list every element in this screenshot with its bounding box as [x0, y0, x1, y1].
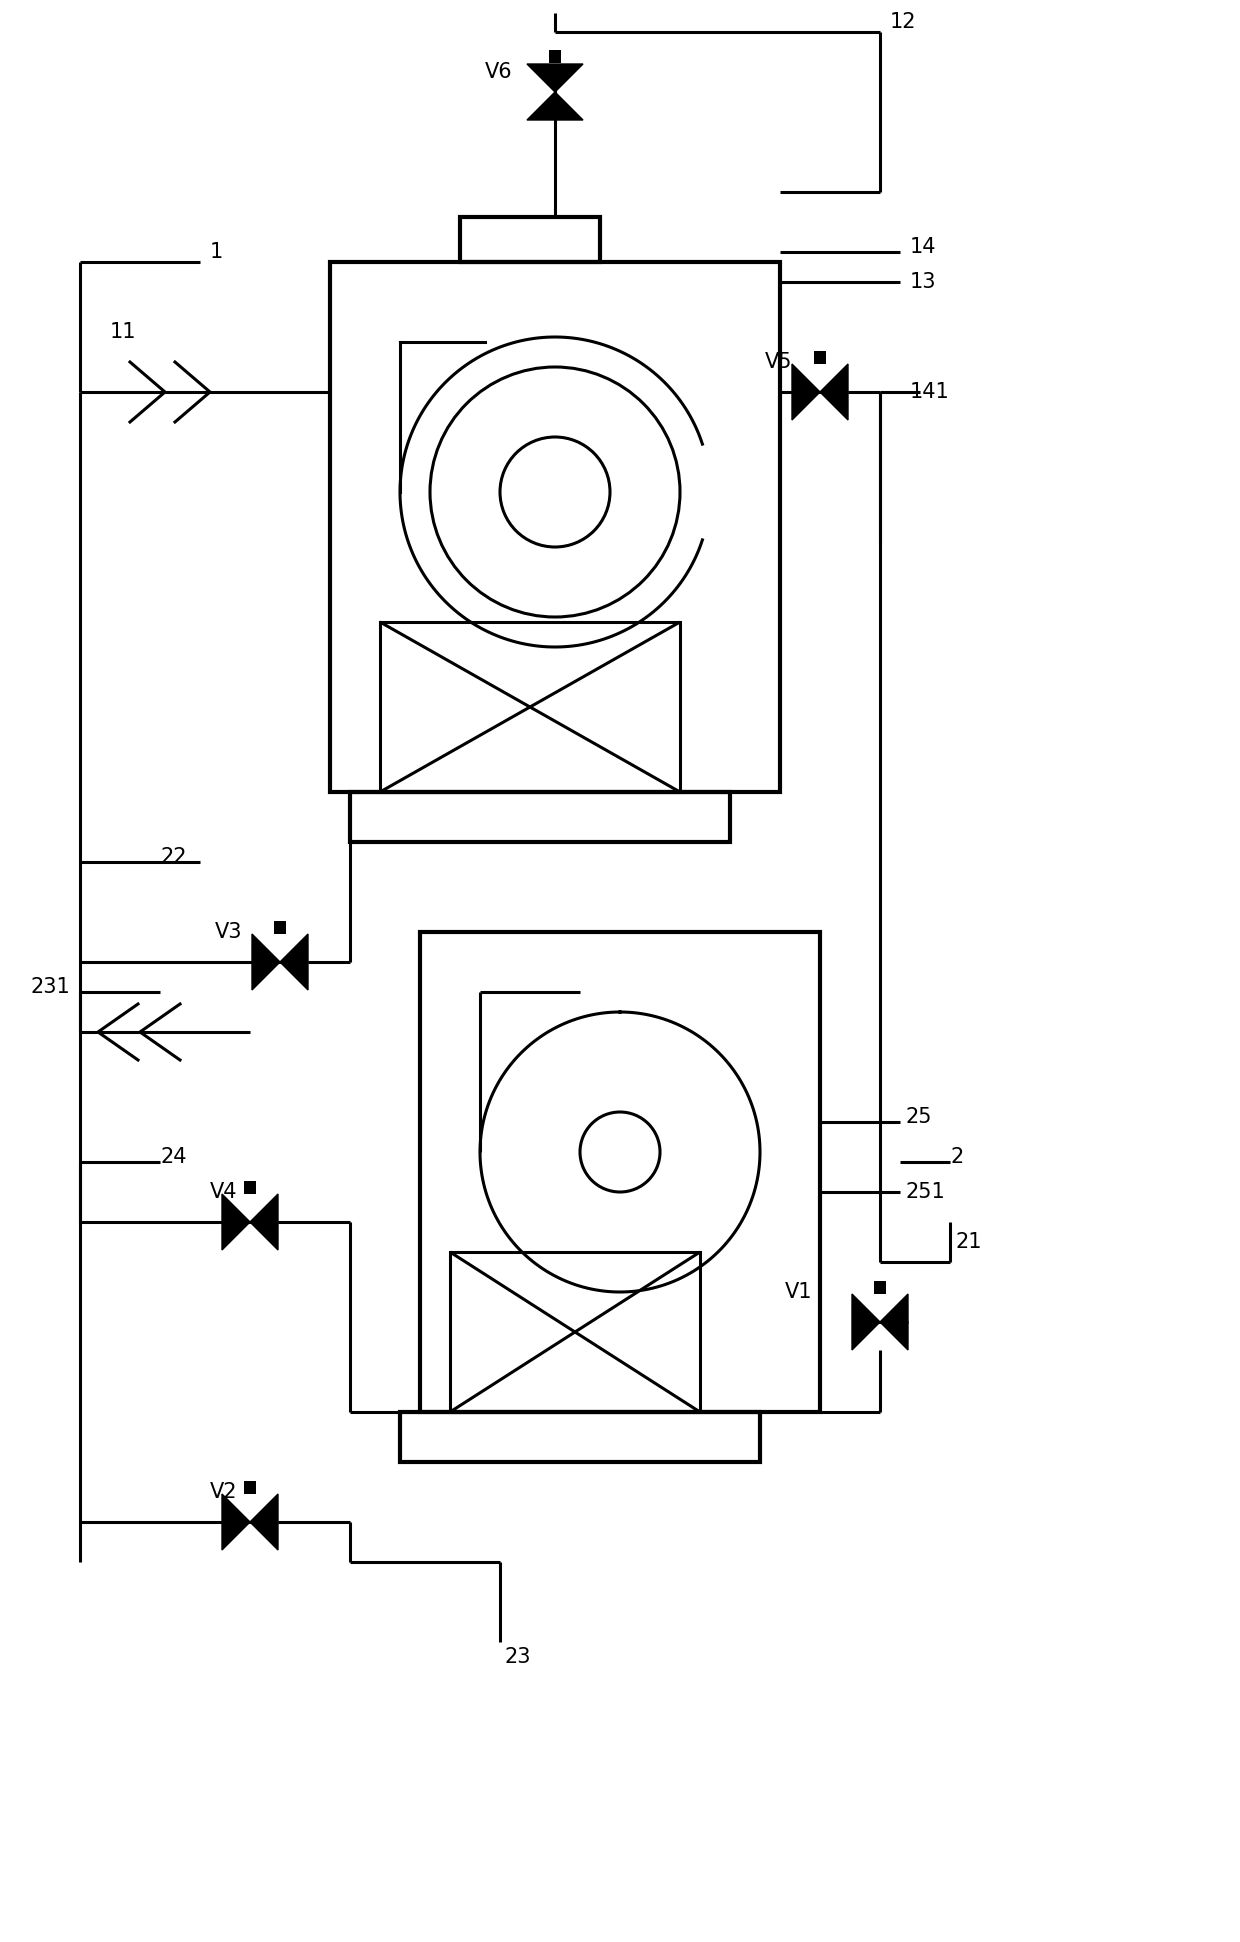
- Bar: [549, 50, 562, 62]
- Text: 11: 11: [110, 322, 136, 342]
- Text: 141: 141: [910, 383, 950, 402]
- Bar: [330, 262, 780, 792]
- Text: 231: 231: [30, 977, 69, 996]
- Text: V4: V4: [210, 1183, 238, 1202]
- Polygon shape: [222, 1493, 250, 1550]
- Bar: [274, 921, 286, 934]
- Polygon shape: [250, 1493, 278, 1550]
- Text: 12: 12: [890, 12, 916, 31]
- Polygon shape: [792, 363, 820, 419]
- Text: V2: V2: [210, 1482, 238, 1501]
- Polygon shape: [222, 1194, 250, 1251]
- Text: 1: 1: [210, 243, 223, 262]
- Polygon shape: [527, 91, 583, 120]
- Text: 21: 21: [955, 1231, 982, 1253]
- Polygon shape: [527, 64, 583, 91]
- Bar: [244, 1482, 257, 1493]
- Text: V3: V3: [215, 922, 243, 942]
- Polygon shape: [252, 934, 280, 990]
- Text: 22: 22: [160, 847, 186, 866]
- Text: V5: V5: [765, 352, 792, 373]
- Text: V6: V6: [485, 62, 512, 82]
- Bar: [874, 1282, 887, 1293]
- Polygon shape: [820, 363, 848, 419]
- Text: 25: 25: [905, 1107, 931, 1126]
- Text: 23: 23: [505, 1647, 532, 1666]
- Bar: [244, 1181, 257, 1194]
- Bar: [420, 932, 820, 1412]
- Bar: [379, 621, 680, 792]
- Bar: [350, 792, 730, 843]
- Polygon shape: [852, 1293, 880, 1350]
- Polygon shape: [250, 1194, 278, 1251]
- Polygon shape: [880, 1293, 908, 1350]
- Bar: [450, 1253, 701, 1412]
- Bar: [401, 1412, 760, 1462]
- Text: 2: 2: [950, 1148, 963, 1167]
- Text: V1: V1: [785, 1282, 812, 1301]
- Text: 14: 14: [910, 237, 936, 256]
- Bar: [813, 352, 826, 363]
- Polygon shape: [280, 934, 308, 990]
- Text: 24: 24: [160, 1148, 186, 1167]
- Text: 13: 13: [910, 272, 936, 291]
- Bar: [460, 218, 600, 262]
- Text: 251: 251: [905, 1183, 945, 1202]
